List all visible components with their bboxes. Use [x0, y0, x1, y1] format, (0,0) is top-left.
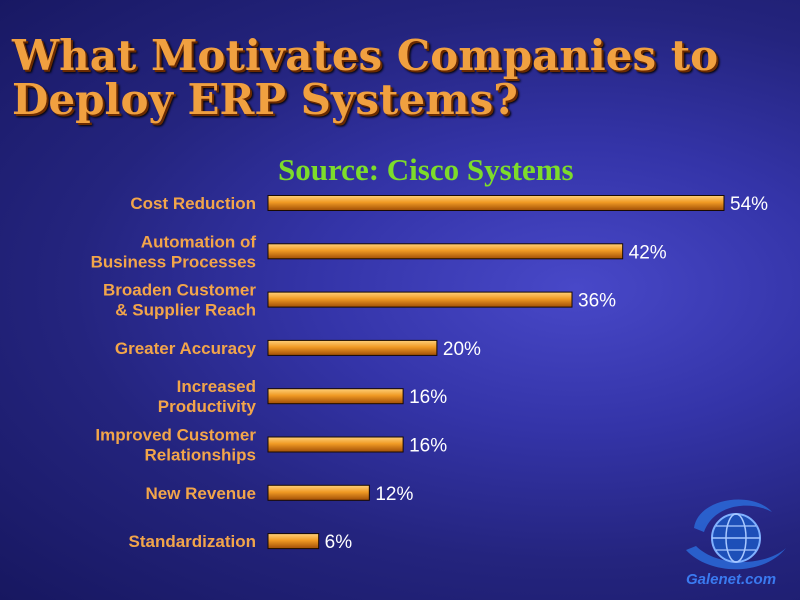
category-label-2: Broaden Customer & Supplier Reach [103, 281, 256, 320]
logo-wordmark: Galenet.com [686, 571, 776, 588]
category-label-5: Improved Customer Relationships [95, 426, 256, 465]
category-label-6: New Revenue [145, 484, 256, 503]
slide-title: What Motivates Companies to Deploy ERP S… [12, 31, 719, 124]
value-label-2: 36% [578, 291, 616, 312]
value-label-1: 42% [629, 242, 667, 263]
category-label-3: Greater Accuracy [115, 339, 257, 358]
category-label-4: Increased Productivity [158, 377, 257, 416]
value-label-5: 16% [409, 436, 447, 457]
value-label-7: 6% [325, 532, 353, 553]
value-label-3: 20% [443, 339, 481, 360]
bar-4 [267, 388, 404, 405]
chart-source-subtitle: Source: Cisco Systems [278, 152, 574, 187]
value-label-4: 16% [409, 387, 447, 408]
value-label-6: 12% [375, 484, 413, 505]
galenet-logo: Galenet.com [686, 499, 786, 588]
value-label-0: 54% [730, 194, 768, 215]
bar-0 [267, 195, 725, 211]
bar-2 [267, 291, 573, 308]
category-label-0: Cost Reduction [130, 194, 256, 213]
category-label-1: Automation of Business Processes [91, 232, 257, 271]
bar-5 [267, 436, 404, 453]
bar-6 [267, 484, 370, 501]
bar-1 [267, 243, 624, 260]
bar-7 [267, 533, 320, 550]
bar-group: 54% Cost Reduction 42% Automation of Busines… [91, 194, 769, 553]
category-label-7: Standardization [128, 532, 256, 551]
bar-3 [267, 339, 438, 356]
